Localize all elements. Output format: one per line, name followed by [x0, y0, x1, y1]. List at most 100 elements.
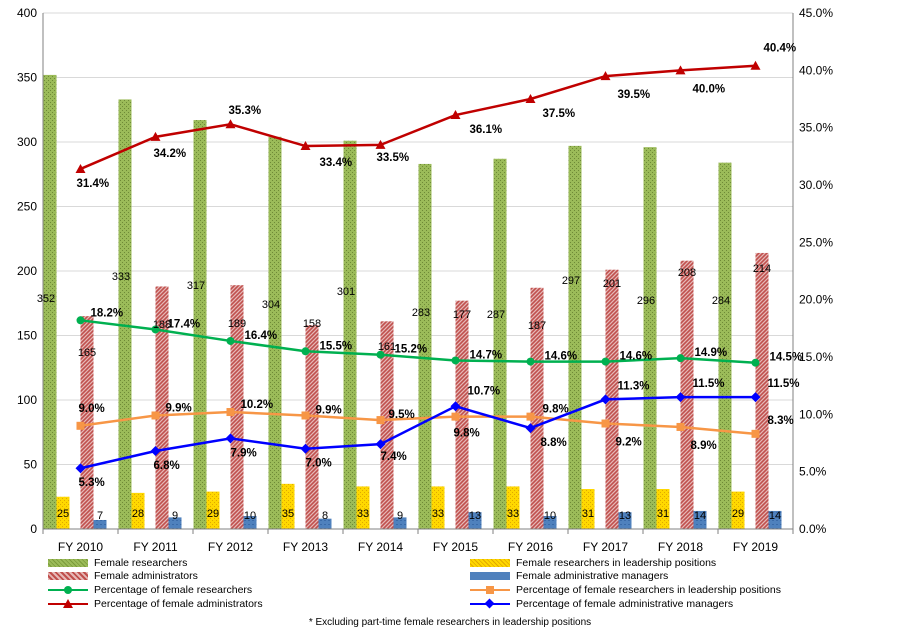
bar-label-female-researchers: 317: [187, 280, 205, 292]
bar-female-administrators: [455, 300, 469, 529]
bar-label-female-researchers-in-leadership-positions: 25: [57, 508, 69, 520]
bar-female-researchers: [493, 158, 507, 529]
legend-swatch-female-administrative-managers: [470, 572, 510, 580]
bar-female-administrative-managers: [243, 516, 257, 529]
data-label-percentage-of-female-researchers-in-leadership-positions: 9.9%: [316, 404, 342, 416]
data-label-percentage-of-female-administrative-managers: 7.0%: [306, 458, 332, 470]
right-axis-tick-label: 5.0%: [799, 465, 827, 479]
legend-swatch-percentage-of-female-administrators: [48, 597, 88, 611]
legend-label: Female researchers in leadership positio…: [516, 557, 717, 569]
legend-item-female-administrators: Female administrators: [48, 569, 198, 583]
marker-percentage-of-female-researchers-in-leadership-positions: [301, 411, 310, 420]
legend-item-percentage-of-female-researchers-in-leadership-positions: Percentage of female researchers in lead…: [470, 583, 781, 597]
marker-percentage-of-female-administrators: [750, 60, 761, 70]
line-percentage-of-female-researchers-in-leadership-positions: [80, 410, 756, 436]
bar-female-administrators: [530, 287, 544, 529]
bar-label-female-researchers: 352: [37, 293, 55, 305]
data-label-percentage-of-female-administrative-managers: 11.3%: [618, 380, 650, 392]
data-label-percentage-of-female-researchers-in-leadership-positions: 9.8%: [543, 404, 569, 416]
legend-swatch-percentage-of-female-researchers-in-leadership-positions: [470, 583, 510, 597]
bar-female-researchers-in-leadership-positions: [206, 491, 220, 529]
bar-label-female-researchers: 333: [112, 271, 130, 283]
marker-percentage-of-female-researchers-in-leadership-positions: [751, 429, 760, 438]
right-axis-tick-label: 0.0%: [799, 522, 827, 536]
data-label-percentage-of-female-researchers: 14.7%: [470, 349, 503, 361]
bar-label-female-administrators: 188: [153, 319, 171, 331]
data-label-percentage-of-female-researchers: 17.4%: [168, 318, 201, 330]
bar-female-researchers-in-leadership-positions: [731, 491, 745, 529]
bar-label-female-researchers-in-leadership-positions: 31: [657, 508, 669, 520]
bar-label-female-researchers-in-leadership-positions: 28: [132, 508, 144, 520]
bar-label-female-researchers: 283: [412, 307, 430, 319]
marker-percentage-of-female-researchers: [601, 357, 610, 366]
marker-percentage-of-female-researchers-in-leadership-positions: [676, 422, 685, 431]
data-label-percentage-of-female-administrators: 33.5%: [377, 152, 410, 164]
data-label-percentage-of-female-administrative-managers: 7.9%: [231, 447, 257, 459]
data-label-percentage-of-female-researchers-in-leadership-positions: 8.9%: [691, 440, 717, 452]
marker-percentage-of-female-administrators: [150, 131, 161, 141]
right-axis-tick-label: 10.0%: [799, 407, 833, 421]
bar-label-female-researchers-in-leadership-positions: 35: [282, 508, 294, 520]
bar-label-female-administrative-managers: 8: [322, 510, 328, 522]
bar-label-female-administrators: 177: [453, 309, 471, 321]
data-label-percentage-of-female-administrators: 40.4%: [764, 43, 797, 55]
marker-percentage-of-female-researchers: [151, 325, 160, 334]
bar-female-researchers: [118, 99, 132, 530]
data-label-percentage-of-female-researchers: 15.2%: [395, 344, 428, 356]
data-label-percentage-of-female-administrative-managers: 6.8%: [154, 460, 180, 472]
legend-item-percentage-of-female-administrators: Percentage of female administrators: [48, 597, 263, 611]
data-label-percentage-of-female-administrators: 33.4%: [320, 157, 353, 169]
marker-percentage-of-female-researchers-in-leadership-positions: [526, 412, 535, 421]
marker-percentage-of-female-administrators: [375, 139, 386, 149]
bar-label-female-researchers-in-leadership-positions: 29: [207, 508, 219, 520]
bar-female-administrators: [230, 285, 244, 529]
marker-percentage-of-female-administrators: [300, 141, 311, 151]
legend-marker: [64, 586, 72, 594]
legend-swatch-percentage-of-female-researchers: [48, 583, 88, 597]
legend-item-percentage-of-female-administrative-managers: Percentage of female administrative mana…: [470, 597, 733, 611]
bar-female-administrative-managers: [168, 517, 182, 529]
bar-label-female-administrative-managers: 9: [397, 510, 403, 522]
x-axis-category-label: FY 2018: [658, 540, 703, 554]
bar-label-female-administrators: 187: [528, 320, 546, 332]
bar-label-female-researchers: 296: [637, 295, 655, 307]
bar-female-administrators: [305, 325, 319, 529]
bar-label-female-researchers-in-leadership-positions: 33: [432, 508, 444, 520]
x-axis-category-label: FY 2016: [508, 540, 553, 554]
data-label-percentage-of-female-researchers: 15.5%: [320, 340, 353, 352]
bar-female-researchers-in-leadership-positions: [431, 486, 445, 529]
bar-label-female-researchers: 287: [487, 309, 505, 321]
bar-label-female-researchers-in-leadership-positions: 33: [357, 508, 369, 520]
marker-percentage-of-female-administrative-managers: [600, 394, 611, 405]
data-label-percentage-of-female-administrative-managers: 10.7%: [468, 385, 501, 397]
data-label-percentage-of-female-researchers-in-leadership-positions: 9.2%: [616, 437, 642, 449]
bar-female-administrative-managers: [93, 519, 107, 529]
legend-swatch-female-researchers: [48, 559, 88, 567]
legend-label: Female administrative managers: [516, 570, 669, 582]
bar-female-researchers: [568, 145, 582, 529]
marker-percentage-of-female-administrators: [525, 94, 536, 103]
marker-percentage-of-female-researchers: [751, 358, 760, 367]
legend-marker: [63, 599, 73, 608]
right-axis-tick-label: 15.0%: [799, 350, 833, 364]
data-label-percentage-of-female-administrators: 36.1%: [470, 124, 503, 136]
right-axis-tick-label: 20.0%: [799, 293, 833, 307]
bar-female-researchers-in-leadership-positions: [56, 496, 70, 529]
marker-percentage-of-female-administrators: [675, 65, 686, 75]
marker-percentage-of-female-researchers: [301, 347, 310, 356]
legend-label: Female researchers: [94, 557, 188, 569]
right-axis-tick-label: 35.0%: [799, 121, 833, 135]
data-label-percentage-of-female-administrative-managers: 7.4%: [381, 451, 407, 463]
bar-female-researchers: [43, 74, 57, 530]
bar-female-administrative-managers: [768, 510, 782, 529]
combo-chart: 0 50 100 150 200 250 300 350 400 0.0% 5.0% 10.0% 15.…: [17, 6, 833, 554]
data-label-percentage-of-female-administrators: 34.2%: [154, 148, 187, 160]
marker-percentage-of-female-administrators: [600, 71, 611, 81]
bar-label-female-administrative-managers: 10: [244, 510, 256, 522]
x-axis-category-label: FY 2013: [283, 540, 328, 554]
bar-label-female-researchers: 301: [337, 286, 355, 298]
data-label-percentage-of-female-administrators: 40.0%: [693, 83, 726, 95]
bar-label-female-administrative-managers: 7: [97, 510, 103, 522]
bar-female-researchers-in-leadership-positions: [356, 486, 370, 529]
line-percentage-of-female-administrative-managers: [80, 395, 756, 470]
